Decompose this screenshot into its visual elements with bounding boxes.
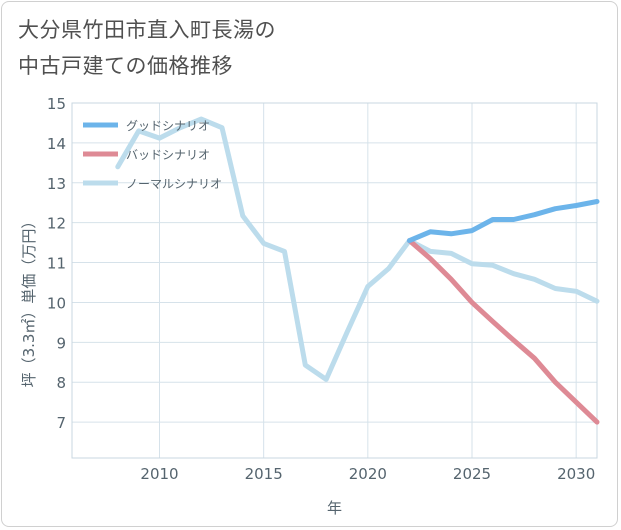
y-axis-label: 坪（3.3㎡）単価（万円） (20, 214, 38, 388)
x-tick-label: 2015 (245, 465, 283, 483)
series-line-2 (115, 116, 600, 382)
y-tick-label: 8 (56, 374, 66, 392)
y-tick-label: 14 (47, 135, 66, 153)
grid-lines (72, 102, 597, 458)
y-tick-label: 13 (47, 175, 66, 193)
chart-title-line-2: 中古戸建ての価格推移 (18, 54, 233, 78)
x-tick-label: 2020 (349, 465, 387, 483)
y-tick-label: 12 (47, 215, 66, 233)
chart-title: 大分県竹田市直入町長湯の 中古戸建ての価格推移 (18, 12, 578, 84)
y-tick-label: 15 (47, 95, 66, 113)
x-axis-label: 年 (327, 499, 342, 517)
legend-label-2: ノーマルシナリオ (126, 177, 222, 191)
x-tick-label: 2010 (140, 465, 178, 483)
y-tick-label: 11 (47, 255, 66, 273)
legend-label-1: バッドシナリオ (126, 148, 210, 162)
tick-labels: 7 8 9 10 11 12 13 14 15 2010 2015 2020 2025 2030 (47, 95, 595, 483)
plot-frame (71, 102, 598, 459)
x-tick-label: 2025 (453, 465, 491, 483)
legend-label-0: グッドシナリオ (126, 119, 210, 133)
chart-title-line-1: 大分県竹田市直入町長湯の (18, 18, 276, 42)
x-tick-label: 2030 (557, 465, 595, 483)
series-line-0 (407, 199, 600, 244)
axes (71, 102, 598, 459)
series-line-1 (407, 238, 600, 425)
y-tick-label: 10 (47, 294, 66, 312)
y-tick-label: 9 (56, 334, 66, 352)
series-lines (115, 116, 600, 425)
y-tick-label: 7 (56, 414, 66, 432)
